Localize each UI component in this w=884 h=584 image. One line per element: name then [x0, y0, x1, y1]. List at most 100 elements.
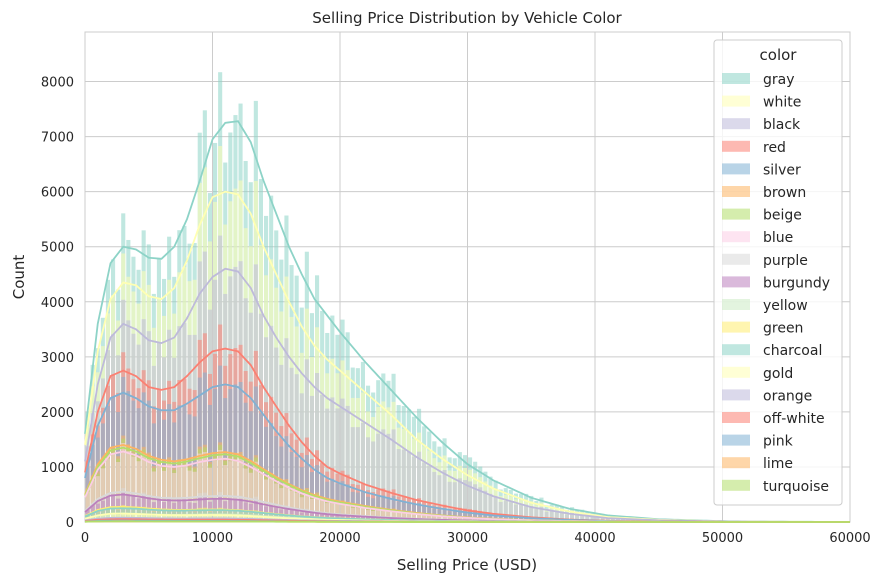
- histogram-bar: [85, 491, 90, 522]
- histogram-bar: [422, 462, 427, 522]
- legend-swatch-pink: [722, 434, 750, 446]
- legend-swatch-white: [722, 95, 750, 107]
- legend-label-orange: orange: [763, 388, 812, 404]
- y-tick-label: 2000: [41, 406, 74, 421]
- histogram-bar: [376, 433, 381, 522]
- legend-label-green: green: [763, 321, 803, 337]
- legend-label-gray: gray: [763, 72, 795, 88]
- histogram-bar: [432, 471, 437, 522]
- histogram-bar: [315, 495, 320, 522]
- legend-label-blue: blue: [763, 230, 793, 246]
- legend-swatch-silver: [722, 163, 750, 175]
- histogram-bar: [462, 480, 467, 522]
- histogram-bar: [177, 465, 182, 522]
- histogram-bar: [136, 461, 141, 522]
- legend: color gray white black red silver brown beige b…: [713, 39, 843, 506]
- legend-swatch-brown: [722, 186, 750, 197]
- y-tick-label: 4000: [41, 296, 74, 311]
- y-tick-labels: 0 1000 2000 3000 4000 5000 6000 7000 8000: [41, 76, 74, 531]
- histogram-bar: [508, 502, 513, 522]
- histogram-bar: [243, 402, 248, 522]
- histogram-bar: [126, 451, 131, 522]
- histogram-bar: [360, 422, 365, 522]
- legend-label-burgundy: burgundy: [763, 275, 830, 291]
- histogram-bar: [253, 461, 258, 522]
- histogram-bar: [513, 504, 518, 522]
- histogram-bar: [539, 506, 544, 522]
- histogram-bar: [580, 514, 585, 522]
- histogram-bar: [401, 449, 406, 522]
- histogram-bar: [493, 496, 498, 522]
- histogram-bar: [320, 394, 325, 522]
- histogram-bar: [473, 484, 478, 522]
- histogram-bar: [238, 458, 243, 522]
- histogram-bar: [564, 514, 569, 522]
- legend-label-charcoal: charcoal: [763, 343, 822, 359]
- histogram-bar: [182, 465, 187, 522]
- histogram-bar: [315, 373, 320, 522]
- histogram-bar: [330, 501, 335, 522]
- histogram-bar: [570, 512, 575, 522]
- histogram-bar: [284, 483, 289, 522]
- histogram-bar: [534, 509, 539, 522]
- histogram-bar: [253, 386, 258, 522]
- histogram-bar: [146, 458, 151, 522]
- legend-swatch-purple: [722, 253, 750, 265]
- histogram-bar: [258, 473, 263, 522]
- histogram-bar: [366, 437, 371, 522]
- histogram-bar: [498, 501, 503, 522]
- y-tick-label: 7000: [41, 131, 74, 146]
- histogram-bar: [218, 449, 223, 522]
- histogram-bar: [381, 509, 386, 522]
- histogram-bar: [427, 465, 432, 522]
- legend-swatch-orange: [722, 389, 750, 401]
- legend-swatch-gray: [722, 73, 750, 84]
- histogram-bar: [156, 465, 161, 522]
- histogram-bar: [335, 503, 340, 522]
- legend-label-purple: purple: [763, 253, 808, 269]
- histogram-bar: [269, 423, 274, 522]
- histogram-bar: [105, 458, 110, 522]
- legend-label-red: red: [763, 140, 786, 156]
- legend-swatch-turquoise: [722, 479, 750, 491]
- x-tick-label: 10000: [192, 531, 233, 546]
- legend-swatch-charcoal: [722, 344, 750, 356]
- kde-line-turquoise: [84, 520, 850, 523]
- legend-title: color: [760, 46, 798, 64]
- histogram-bar: [371, 441, 376, 522]
- legend-label-brown: brown: [763, 185, 806, 201]
- histogram-bar: [360, 507, 365, 522]
- histogram-bar: [284, 436, 289, 522]
- legend-swatch-lime: [722, 457, 750, 469]
- histogram-bar: [605, 517, 610, 522]
- legend-swatch-red: [722, 140, 750, 152]
- histogram-bar: [524, 504, 529, 522]
- histogram-bar: [228, 461, 233, 522]
- y-tick-label: 3000: [41, 351, 74, 366]
- histogram-bar: [345, 504, 350, 522]
- histogram-bar: [447, 481, 452, 522]
- histogram-bar: [233, 459, 238, 522]
- legend-box: [713, 39, 843, 506]
- x-tick-label: 50000: [702, 531, 743, 546]
- histogram-bar: [417, 513, 422, 522]
- histogram-bar: [187, 470, 192, 522]
- y-tick-label: 0: [66, 516, 74, 531]
- histogram-bar: [131, 456, 136, 522]
- histogram-bar: [289, 490, 294, 522]
- histogram-bar: [350, 427, 355, 522]
- histogram-bar: [304, 491, 309, 522]
- legend-label-silver: silver: [763, 162, 801, 178]
- histogram-bar: [554, 511, 559, 522]
- histogram-bar: [320, 500, 325, 522]
- histogram-bar: [488, 493, 493, 522]
- legend-label-turquoise: turquoise: [763, 479, 829, 495]
- histogram-bar: [294, 492, 299, 522]
- histogram-bar: [575, 514, 580, 522]
- histogram-bar: [391, 510, 396, 522]
- legend-label-pink: pink: [763, 434, 794, 450]
- legend-label-white: white: [763, 95, 801, 111]
- histogram-bar: [274, 483, 279, 522]
- histogram-bar: [162, 470, 167, 522]
